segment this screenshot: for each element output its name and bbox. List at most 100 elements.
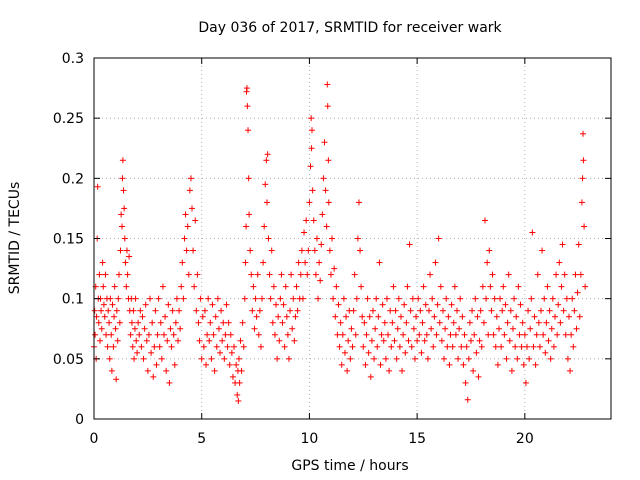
data-point [396, 343, 403, 350]
data-point [119, 223, 126, 230]
y-tick-label: 0 [75, 412, 84, 428]
data-point [111, 283, 118, 290]
data-point [263, 199, 270, 206]
data-point [330, 295, 337, 302]
data-point [403, 319, 410, 326]
data-point [257, 343, 264, 350]
data-point [173, 295, 180, 302]
data-point [514, 355, 521, 362]
data-point [397, 313, 404, 320]
data-point [115, 295, 122, 302]
data-point [480, 319, 487, 326]
y-tick-label: 0.1 [62, 292, 84, 308]
data-point [528, 295, 535, 302]
data-point [285, 355, 292, 362]
data-point [523, 343, 530, 350]
data-point [218, 307, 225, 314]
data-point [352, 331, 359, 338]
data-point [371, 355, 378, 362]
data-point [453, 307, 460, 314]
data-point [526, 355, 533, 362]
data-point [394, 325, 401, 332]
data-point [123, 283, 130, 290]
data-point [186, 187, 193, 194]
data-point [114, 337, 121, 344]
data-point [579, 130, 586, 137]
data-point [153, 361, 160, 368]
data-point [111, 313, 118, 320]
data-point [291, 337, 298, 344]
data-point [580, 157, 587, 164]
data-point [265, 235, 272, 242]
data-point [351, 271, 358, 278]
data-point [246, 211, 253, 218]
data-point [485, 331, 492, 338]
data-point [91, 307, 98, 314]
data-point [182, 211, 189, 218]
data-point [458, 343, 465, 350]
data-point [476, 337, 483, 344]
data-point [492, 343, 499, 350]
data-point [278, 271, 285, 278]
x-tick-label: 20 [516, 431, 534, 447]
data-points [91, 81, 589, 404]
data-point [274, 355, 281, 362]
data-point [446, 361, 453, 368]
data-point [110, 343, 117, 350]
data-point [568, 331, 575, 338]
axis-ticks [93, 57, 611, 420]
data-point [96, 271, 103, 278]
data-point [240, 343, 247, 350]
data-point [378, 331, 385, 338]
data-point [564, 355, 571, 362]
data-point [308, 115, 315, 122]
data-point [434, 301, 441, 308]
data-point [329, 235, 336, 242]
data-point [436, 319, 443, 326]
data-point [169, 307, 176, 314]
data-point [178, 283, 185, 290]
data-point [267, 295, 274, 302]
data-point [481, 217, 488, 224]
data-point [475, 373, 482, 380]
data-point [167, 325, 174, 332]
data-point [435, 235, 442, 242]
data-point [222, 331, 229, 338]
data-point [452, 331, 459, 338]
data-point [341, 349, 348, 356]
data-point [208, 355, 215, 362]
data-point [483, 295, 490, 302]
data-point [299, 295, 306, 302]
data-point [427, 271, 434, 278]
data-point [237, 337, 244, 344]
data-point [324, 81, 331, 88]
data-point [207, 319, 214, 326]
data-point [390, 283, 397, 290]
data-point [521, 331, 528, 338]
data-point [243, 223, 250, 230]
data-point [373, 295, 380, 302]
data-point [251, 325, 258, 332]
data-point [393, 355, 400, 362]
data-point [164, 337, 171, 344]
data-point [203, 361, 210, 368]
data-point [292, 313, 299, 320]
data-point [136, 331, 143, 338]
data-point [198, 355, 205, 362]
data-point [143, 337, 150, 344]
data-point [579, 175, 586, 182]
data-point [279, 319, 286, 326]
data-point [347, 355, 354, 362]
data-point [417, 307, 424, 314]
data-point [443, 295, 450, 302]
data-point [310, 217, 317, 224]
data-point [418, 349, 425, 356]
data-point [543, 319, 550, 326]
data-point [424, 355, 431, 362]
data-point [204, 331, 211, 338]
data-point [147, 295, 154, 302]
x-tick-labels: 0 5 10 15 20 [90, 431, 534, 447]
data-point [247, 247, 254, 254]
data-point [550, 343, 557, 350]
